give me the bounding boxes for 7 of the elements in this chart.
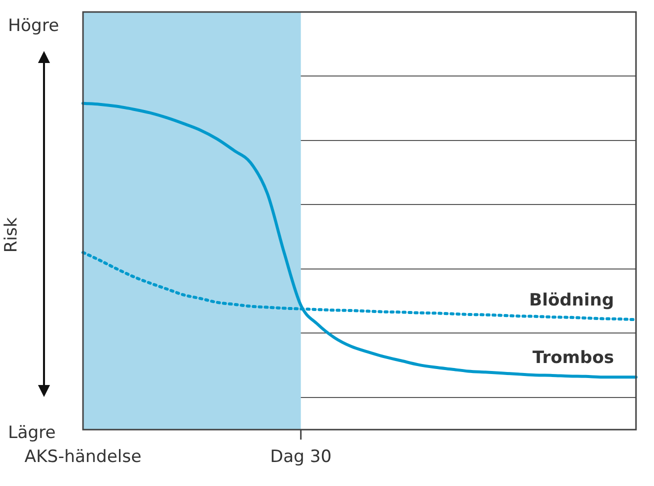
series-label: Trombos [532,348,614,368]
x-tick-label: AKS-händelse [24,447,142,468]
y-axis-title: Risk [2,217,22,253]
x-tick-label: Dag 30 [270,447,332,468]
series-label: Blödning [529,290,614,311]
text: Högre [8,16,60,36]
text: Lägre [8,423,56,443]
